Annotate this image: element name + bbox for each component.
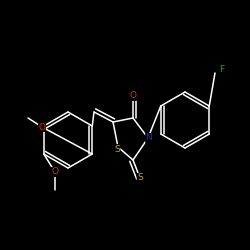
Text: O: O [38, 122, 46, 132]
Text: S: S [137, 174, 143, 182]
Text: S: S [114, 144, 120, 154]
Text: O: O [52, 168, 59, 176]
Text: N: N [146, 134, 152, 142]
Text: O: O [130, 92, 136, 100]
Text: F: F [220, 66, 224, 74]
